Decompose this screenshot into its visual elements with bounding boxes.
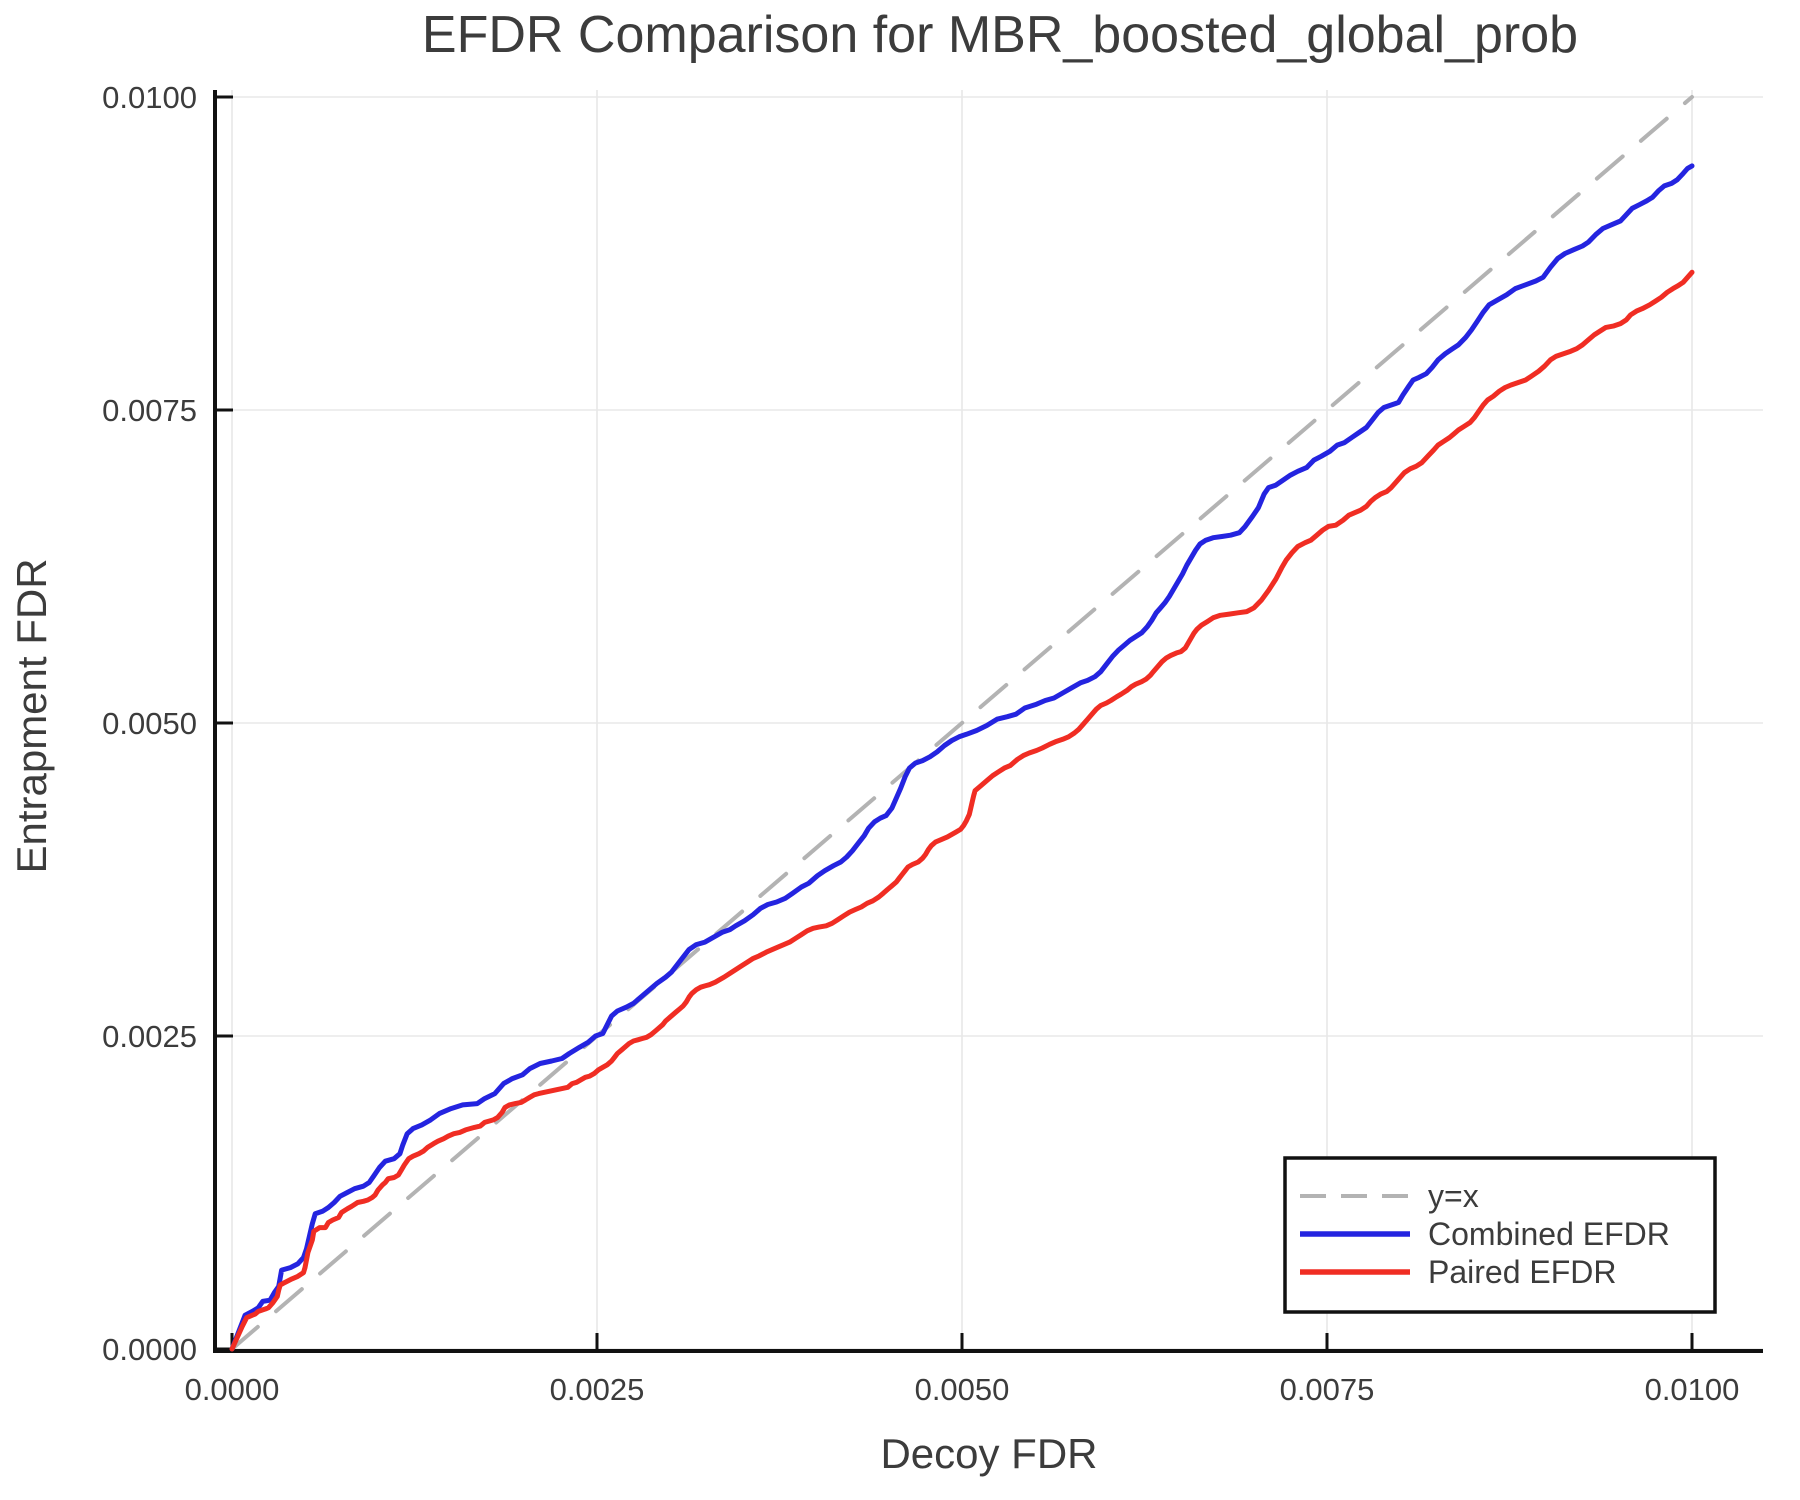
- identity-line: [230, 95, 1694, 1351]
- y-tick-label: 0.0025: [102, 1019, 197, 1054]
- combined-efdr-line: [229, 163, 1695, 1352]
- legend: y=x Combined EFDR Paired EFDR: [1283, 1156, 1717, 1314]
- legend-label-identity: y=x: [1428, 1178, 1479, 1214]
- series-lines: [229, 95, 1695, 1352]
- legend-label-paired-efdr: Paired EFDR: [1428, 1254, 1617, 1290]
- axes: [213, 90, 1763, 1353]
- x-tick-label: 0.0100: [1645, 1372, 1740, 1407]
- y-tick-label: 0.0075: [102, 393, 197, 428]
- chart-title: EFDR Comparison for MBR_boosted_global_p…: [422, 6, 1578, 64]
- paired-efdr-line: [229, 269, 1695, 1352]
- x-tick-label: 0.0025: [550, 1372, 645, 1407]
- x-tick-label: 0.0000: [185, 1372, 280, 1407]
- x-tick-label: 0.0050: [915, 1372, 1010, 1407]
- x-tick-label: 0.0075: [1280, 1372, 1375, 1407]
- x-axis-label: Decoy FDR: [880, 1430, 1097, 1477]
- tick-labels: 0.0000 0.0025 0.0050 0.0075 0.0100 0.0000 0.00…: [102, 80, 1739, 1407]
- y-tick-label: 0.0100: [102, 80, 197, 115]
- y-tick-label: 0.0050: [102, 706, 197, 741]
- legend-label-combined-efdr: Combined EFDR: [1428, 1216, 1670, 1252]
- y-axis-label: Entrapment FDR: [8, 558, 55, 873]
- y-tick-label: 0.0000: [102, 1332, 197, 1367]
